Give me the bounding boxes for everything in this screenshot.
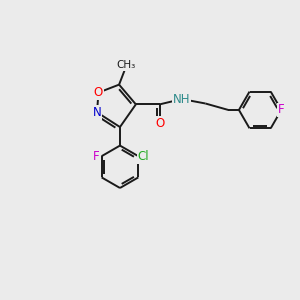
Text: F: F [93, 150, 100, 163]
Text: N: N [93, 106, 101, 119]
Text: Cl: Cl [138, 150, 149, 163]
Text: F: F [278, 103, 285, 116]
Text: NH: NH [173, 93, 190, 106]
Text: O: O [94, 86, 103, 99]
Text: O: O [155, 117, 164, 130]
Text: CH₃: CH₃ [117, 60, 136, 70]
